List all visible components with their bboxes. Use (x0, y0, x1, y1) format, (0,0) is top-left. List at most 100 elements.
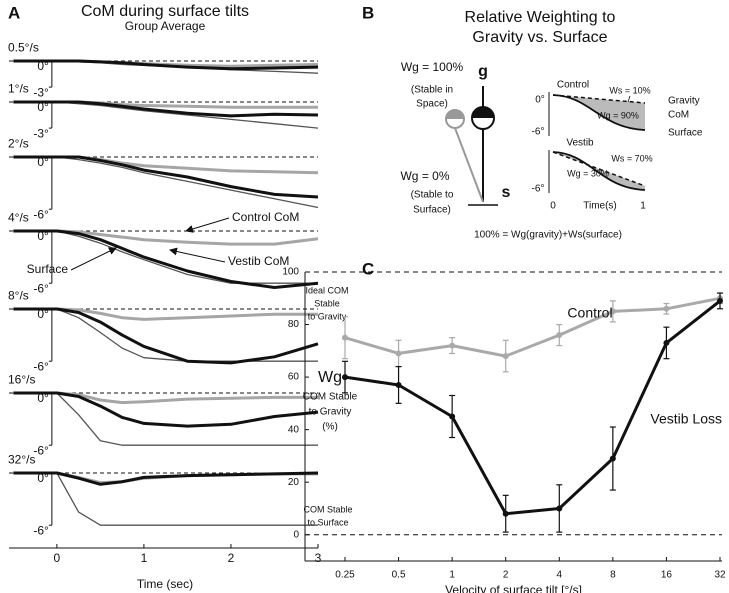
y-axis-title: COM Stable (303, 392, 358, 403)
charts: 0.5°/s0°-3°1°/s0°-3°2°/s0°-6°4°/s0°-6°Co… (8, 40, 726, 593)
trace (13, 155, 319, 199)
trace (13, 229, 319, 246)
point (449, 342, 456, 349)
subplot-title: 1°/s (8, 81, 29, 95)
diagram: Relative Weighting to Gravity vs. Surfac… (400, 9, 702, 240)
point (342, 334, 348, 341)
y-tick-label: 20 (288, 477, 300, 488)
subplot-title: 32°/s (8, 452, 35, 466)
point (502, 510, 509, 517)
inset-tick: 1 (640, 201, 646, 212)
panel-title: CoM during surface tilts (81, 3, 249, 20)
y-tick-label: 60 (288, 372, 300, 383)
y-tick-label: -6° (33, 207, 49, 221)
x-tick-label: 2 (503, 570, 509, 581)
body-line-tilted (454, 127, 484, 203)
inset-tick: 0° (535, 95, 545, 106)
y-axis-title: Wg (318, 369, 342, 386)
inset-fill (553, 95, 645, 130)
x-tick-label: 2 (228, 551, 235, 565)
point (502, 353, 509, 360)
inset-title: Control (557, 80, 589, 91)
y-tick-label: 40 (288, 424, 300, 435)
point (395, 381, 402, 388)
y-tick-label: -6° (33, 281, 49, 295)
inset-tick: -6° (532, 184, 545, 195)
annotation: Surface (27, 262, 69, 276)
g-label: g (478, 63, 488, 80)
y-axis-title: to Gravity (309, 407, 352, 418)
head-fill (446, 110, 464, 119)
weight-note: Space) (416, 99, 448, 110)
y-tick-label: 0° (37, 391, 49, 405)
annotation: to Surface (307, 517, 348, 527)
point (717, 297, 723, 304)
y-tick-label: 80 (288, 319, 300, 330)
formula: 100% = Wg(gravity)+Ws(surface) (474, 230, 622, 241)
subplot-title: 16°/s (8, 372, 35, 386)
weight-label: Wg = 0% (400, 169, 449, 183)
x-tick-label: 16 (661, 570, 673, 581)
subplot-title: 2°/s (8, 136, 29, 150)
point (609, 455, 616, 462)
trace (13, 59, 319, 71)
inset-weight: Ws = 10% (609, 85, 650, 95)
annotation-arrow (169, 247, 226, 263)
y-tick-label: 0° (37, 307, 49, 321)
x-tick-label: 0.5 (392, 570, 406, 581)
x-tick-label: 1 (141, 551, 148, 565)
y-tick-label: 0° (37, 155, 49, 169)
trace (13, 100, 319, 118)
trace (13, 229, 319, 289)
panel-label: A (8, 3, 20, 22)
diagram-title: Relative Weighting to (465, 9, 616, 26)
inset-title: Vestib (566, 138, 594, 149)
y-axis-title: (%) (322, 422, 338, 433)
trace (13, 392, 318, 446)
weight-note: (Stable to (411, 190, 454, 201)
subplot-title: 8°/s (8, 288, 29, 302)
s-label: s (502, 184, 511, 201)
weight-note: (Stable in (411, 85, 453, 96)
annotation: Stable (314, 298, 340, 308)
y-tick-label: -3° (33, 126, 49, 140)
x-tick-label: 4 (557, 570, 563, 581)
y-tick-label: 0° (37, 229, 49, 243)
point (556, 332, 563, 339)
diagram-title: Gravity vs. Surface (472, 29, 607, 46)
point (395, 350, 402, 357)
y-tick-label: 100 (282, 267, 299, 278)
y-tick-label: -6° (33, 359, 49, 373)
x-tick-label: 0 (54, 551, 61, 565)
point (609, 308, 616, 315)
inset-weight: Ws = 70% (611, 153, 652, 163)
y-tick-label: 0° (37, 100, 49, 114)
subplot-title: 4°/s (8, 210, 29, 224)
x-axis-title: Time (sec) (137, 577, 193, 591)
inset-weight: Wg = 30% (567, 168, 609, 178)
inset-dashed (552, 94, 646, 104)
inset-dashed (552, 151, 646, 187)
point (663, 339, 670, 346)
inset-tick: 0 (550, 201, 556, 212)
y-tick-label: 0 (293, 529, 299, 540)
annotation: Control CoM (232, 210, 299, 224)
x-tick-label: 32 (714, 570, 726, 581)
inset-side-label: Surface (668, 128, 703, 139)
leader (627, 95, 631, 103)
head-fill (472, 107, 494, 118)
trace (13, 155, 319, 175)
y-tick-label: -6° (33, 443, 49, 457)
inset-tick: -6° (532, 127, 545, 138)
weight-label: Wg = 100% (401, 60, 464, 74)
x-tick-label: 3 (315, 551, 322, 565)
annotation-arrow (185, 217, 230, 233)
trace (13, 307, 319, 365)
inset-fill (553, 152, 645, 190)
series-line (344, 296, 721, 358)
panel-subtitle: Group Average (125, 19, 206, 33)
panel-label: C (362, 259, 374, 278)
trace (13, 471, 319, 486)
annotation-arrow (70, 247, 117, 271)
